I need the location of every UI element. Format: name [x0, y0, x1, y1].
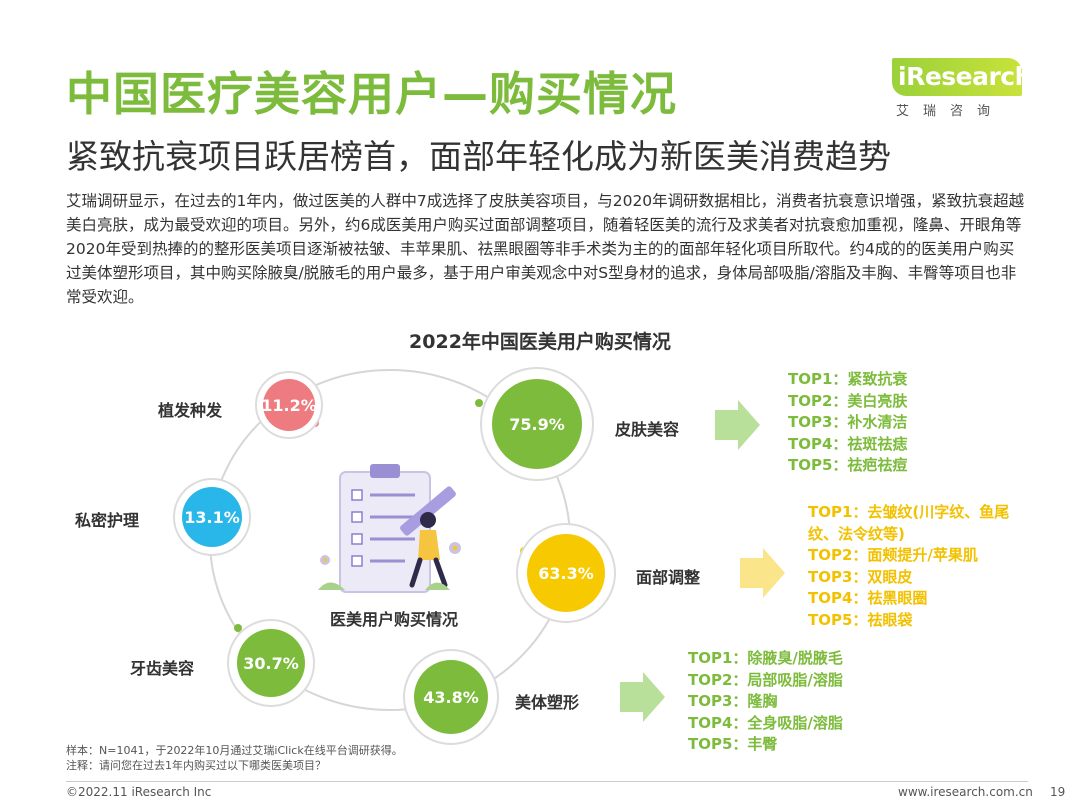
logo-subtext: 艾瑞咨询: [896, 104, 1005, 119]
sample-note: 样本：N=1041，于2022年10月通过艾瑞iClick在线平台调研获得。: [66, 744, 403, 757]
footer-website: www.iresearch.com.cn: [898, 785, 1033, 799]
arrow-face-icon: [740, 548, 785, 598]
list-item: TOP5：丰臀: [688, 735, 778, 753]
list-item: TOP5：祛疤祛痘: [788, 456, 908, 474]
value-label-face: 63.3%: [538, 564, 594, 583]
value-label-body: 43.8%: [423, 688, 479, 707]
list-item: TOP4：全身吸脂/溶脂: [688, 713, 843, 732]
category-circle-face: [527, 534, 605, 612]
top-list-face: TOP1：去皱纹(川字纹、鱼尾 纹、法令纹等) TOP2：面颊提升/苹果肌 TO…: [808, 502, 1009, 631]
person-body: [418, 530, 440, 560]
category-circle-body: [414, 660, 488, 734]
arrow-body-icon: [620, 672, 665, 722]
value-label-private: 13.1%: [184, 508, 240, 527]
value-label-skin: 75.9%: [509, 415, 565, 434]
category-label-face: 面部调整: [636, 568, 701, 587]
page-subtitle: 紧致抗衰项目跃居榜首，面部年轻化成为新医美消费趋势: [66, 137, 891, 176]
category-label-private: 私密护理: [75, 511, 140, 530]
list-item: TOP1：去皱纹(川字纹、鱼尾: [808, 503, 1010, 521]
clipboard-clip: [370, 464, 400, 478]
list-item: 纹、法令纹等): [808, 524, 905, 543]
orbit-dot: [475, 399, 483, 407]
list-item: TOP4：祛斑祛痣: [788, 434, 908, 453]
list-item: TOP3：双眼皮: [808, 567, 913, 586]
value-label-teeth: 30.7%: [243, 654, 299, 673]
iresearch-logo: iResearch 艾瑞咨询: [892, 58, 1032, 120]
category-circle-skin: [492, 379, 582, 469]
category-circle-teeth: [237, 629, 305, 697]
list-item: TOP5：祛眼袋: [808, 610, 913, 629]
category-label-body: 美体塑形: [515, 693, 580, 712]
list-item: TOP3：隆胸: [688, 692, 778, 710]
list-item: TOP2：美白亮肤: [788, 391, 908, 410]
person-head: [420, 512, 436, 528]
list-item: TOP3：补水清洁: [788, 413, 908, 431]
page-title: 中国医疗美容用户—购买情况: [66, 67, 677, 121]
list-item: TOP1：除腋臭/脱腋毛: [688, 649, 843, 667]
value-label-hair: 11.2%: [261, 396, 317, 415]
top-list-skin: TOP1：紧致抗衰 TOP2：美白亮肤 TOP3：补水清洁 TOP4：祛斑祛痣 …: [788, 369, 907, 477]
clipboard-illustration: [318, 464, 461, 593]
page-number: 19: [1050, 785, 1066, 799]
category-label-teeth: 牙齿美容: [130, 659, 195, 678]
question-note: 注释：请问您在过去1年内购买过以下哪类医美项目？: [66, 759, 326, 772]
pencil-icon: [400, 486, 456, 536]
footer-copyright: ©2022.11 iResearch Inc: [66, 785, 212, 799]
chart-title: 2022年中国医美用户购买情况: [409, 331, 671, 353]
category-label-skin: 皮肤美容: [615, 420, 680, 439]
category-label-hair: 植发种发: [158, 401, 223, 420]
list-item: TOP1：紧致抗衰: [788, 370, 908, 388]
orbit-dot: [234, 624, 242, 632]
category-circle-hair: [263, 379, 315, 431]
summary-paragraph: 艾瑞调研显示，在过去的1年内，做过医美的人群中7成选择了皮肤美容项目，与2020…: [66, 192, 1025, 306]
top-list-body: TOP1：除腋臭/脱腋毛 TOP2：局部吸脂/溶脂 TOP3：隆胸 TOP4：全…: [688, 648, 843, 756]
list-item: TOP2：局部吸脂/溶脂: [688, 670, 843, 689]
category-circle-private: [182, 487, 242, 547]
footer-divider: [66, 781, 1028, 782]
list-item: TOP2：面颊提升/苹果肌: [808, 546, 978, 564]
logo-text: iResearch: [892, 58, 1032, 96]
arrow-skin-icon: [715, 400, 760, 450]
list-item: TOP4：祛黑眼圈: [808, 589, 928, 607]
center-label: 医美用户购买情况: [330, 610, 459, 629]
